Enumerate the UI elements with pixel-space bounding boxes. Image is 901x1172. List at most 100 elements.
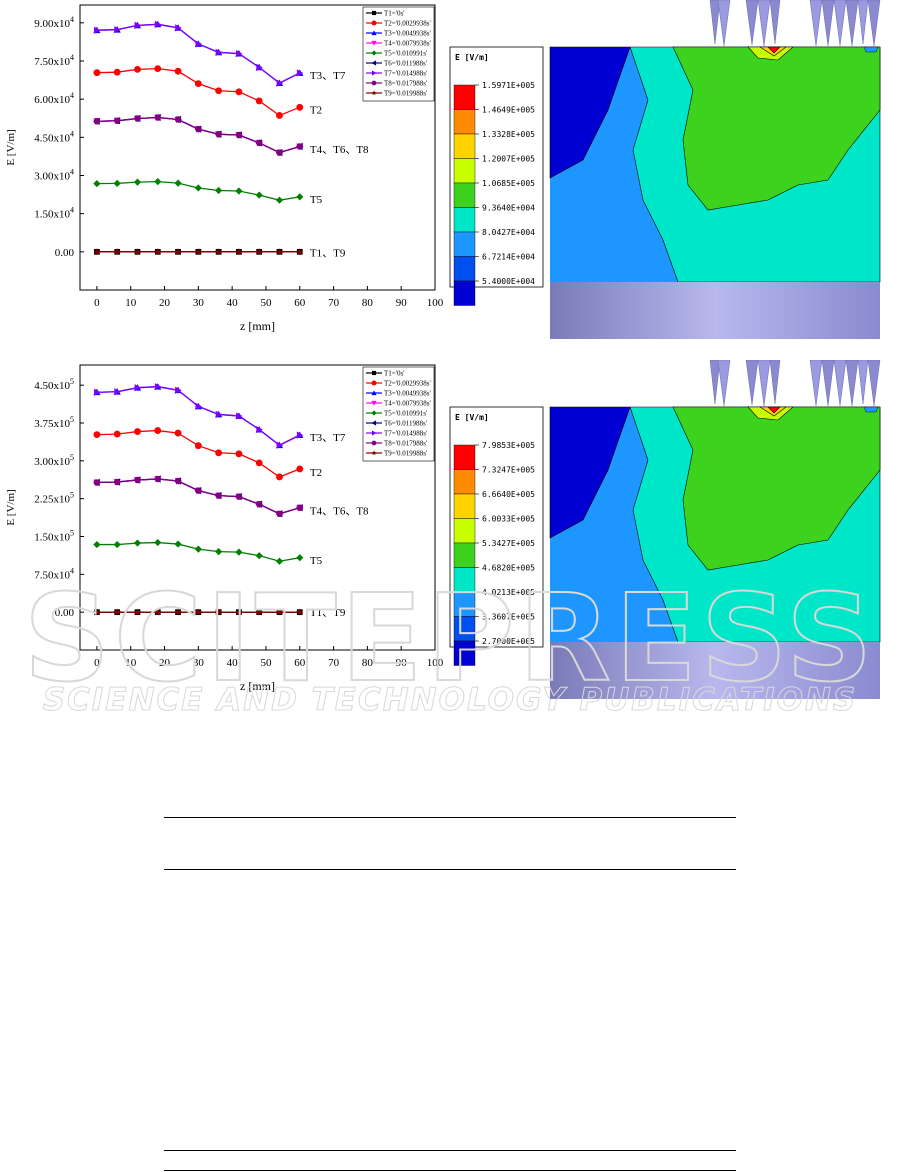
colorbar: E [V/m] 7.9853E+005 7.3247E+005 6.6640E+005… <box>449 406 544 666</box>
colorbar-level-label: 5.3427E+005 <box>482 539 535 548</box>
x-tick-label: 10 <box>125 297 137 309</box>
legend-label: T3='0.0049938s' <box>384 390 431 398</box>
colorbar-level-label: 3.3607E+005 <box>482 613 535 622</box>
data-point <box>154 20 162 28</box>
data-point <box>296 431 304 439</box>
legend-label: T4='0.0079938s' <box>384 40 431 48</box>
data-point <box>114 388 121 396</box>
table-top-rule <box>164 817 736 818</box>
data-point <box>174 608 182 616</box>
y-tick-label: 6.00x104 <box>34 91 74 106</box>
colorbar-level-label: 7.9853E+005 <box>482 441 535 450</box>
legend-swatch-marker <box>371 50 377 56</box>
legend-item: T2='0.0029938s' <box>366 20 431 28</box>
legend-item: T9='0.019988s' <box>366 90 427 98</box>
plot-area: 0 10 20 30 40 50 60 70 80 90 100 0.00 1.50x104 3.00x1… <box>5 4 444 333</box>
data-point <box>195 402 202 410</box>
colorbar-level-label: 6.0033E+005 <box>482 515 535 524</box>
data-point <box>276 441 284 449</box>
y-tick-label: 7.50x104 <box>34 566 74 581</box>
data-point <box>154 177 162 186</box>
data-point <box>194 608 202 616</box>
data-point <box>194 248 202 255</box>
legend-item: T5='0.010991s' <box>366 410 427 418</box>
legend-label: T1='0s' <box>384 10 404 18</box>
data-point <box>174 179 182 187</box>
series-annotation: T3、T7 <box>310 432 346 444</box>
legend-swatch-marker <box>371 440 377 446</box>
data-point <box>255 139 263 147</box>
data-point <box>275 510 284 517</box>
data-point <box>215 548 223 556</box>
x-tick-label: 80 <box>362 657 374 669</box>
data-point <box>93 180 101 188</box>
x-tick-label: 90 <box>396 297 408 309</box>
x-tick-label: 90 <box>396 657 408 669</box>
series-7 <box>94 383 304 449</box>
series-8 <box>93 114 304 156</box>
legend-swatch-marker <box>371 20 377 26</box>
y-tick-label: 3.00x105 <box>34 453 74 468</box>
data-point <box>276 112 283 119</box>
colorbar-level-label: 1.4649E+005 <box>482 106 535 115</box>
colorbar-swatch <box>453 133 476 159</box>
data-point <box>215 87 223 95</box>
data-point <box>194 545 202 553</box>
data-point <box>154 475 162 483</box>
data-point <box>194 487 202 494</box>
data-point <box>133 539 142 547</box>
legend-swatch-marker <box>371 10 377 16</box>
colorbar-level-label: 4.6820E+005 <box>482 564 535 573</box>
colorbar-swatch <box>453 280 476 306</box>
data-point <box>134 608 141 616</box>
x-tick-label: 80 <box>362 297 374 309</box>
data-point <box>113 478 121 486</box>
colorbar-level-label: 1.3328E+005 <box>482 130 535 139</box>
legend: T1='0s' T2='0.0029938s' T3='0.0049938s' T4=… <box>362 366 435 462</box>
legend-label: T6='0.011988s' <box>384 60 427 68</box>
series-5 <box>93 177 304 204</box>
data-point <box>93 248 101 255</box>
x-tick-label: 30 <box>193 657 205 669</box>
data-point <box>255 248 263 255</box>
data-point <box>93 69 101 77</box>
x-tick-label: 50 <box>260 657 272 669</box>
substrate <box>550 282 880 339</box>
legend-item: T4='0.0079938s' <box>366 400 431 408</box>
probe-tips <box>709 0 881 47</box>
field-contour <box>549 46 881 283</box>
legend-item: T7='0.014988s' <box>366 430 427 438</box>
x-axis-label: z [mm] <box>240 679 275 693</box>
x-tick-label: 60 <box>294 297 306 309</box>
colorbar-swatch <box>453 616 476 642</box>
legend-label: T3='0.0049938s' <box>384 30 431 38</box>
legend-swatch-marker <box>371 380 377 386</box>
data-point <box>194 442 202 450</box>
legend-swatch-marker <box>371 30 377 36</box>
legend-label: T9='0.019988s' <box>384 450 427 458</box>
legend-item: T3='0.0049938s' <box>366 390 431 398</box>
data-point <box>114 26 121 34</box>
series-annotation: T5 <box>310 555 323 567</box>
legend-swatch-marker <box>371 390 377 396</box>
series-4 <box>93 114 304 157</box>
data-point <box>276 79 284 87</box>
x-tick-label: 0 <box>94 297 100 309</box>
data-point <box>154 114 162 121</box>
x-tick-label: 40 <box>227 297 239 309</box>
series-9 <box>93 608 304 616</box>
legend-item: T5='0.010991s' <box>366 50 427 58</box>
data-point <box>256 425 263 434</box>
data-point <box>215 248 223 255</box>
data-point <box>174 477 182 485</box>
legend-swatch-marker <box>371 60 377 66</box>
legend-swatch-marker <box>371 410 377 416</box>
data-point <box>255 501 263 508</box>
data-point <box>215 608 223 616</box>
colorbar-swatch <box>453 158 476 184</box>
legend-label: T5='0.010991s' <box>384 50 427 58</box>
data-point <box>174 116 182 123</box>
colorbar-swatch <box>453 469 476 495</box>
legend-item: T8='0.017988s' <box>366 80 427 88</box>
data-point <box>113 430 121 438</box>
